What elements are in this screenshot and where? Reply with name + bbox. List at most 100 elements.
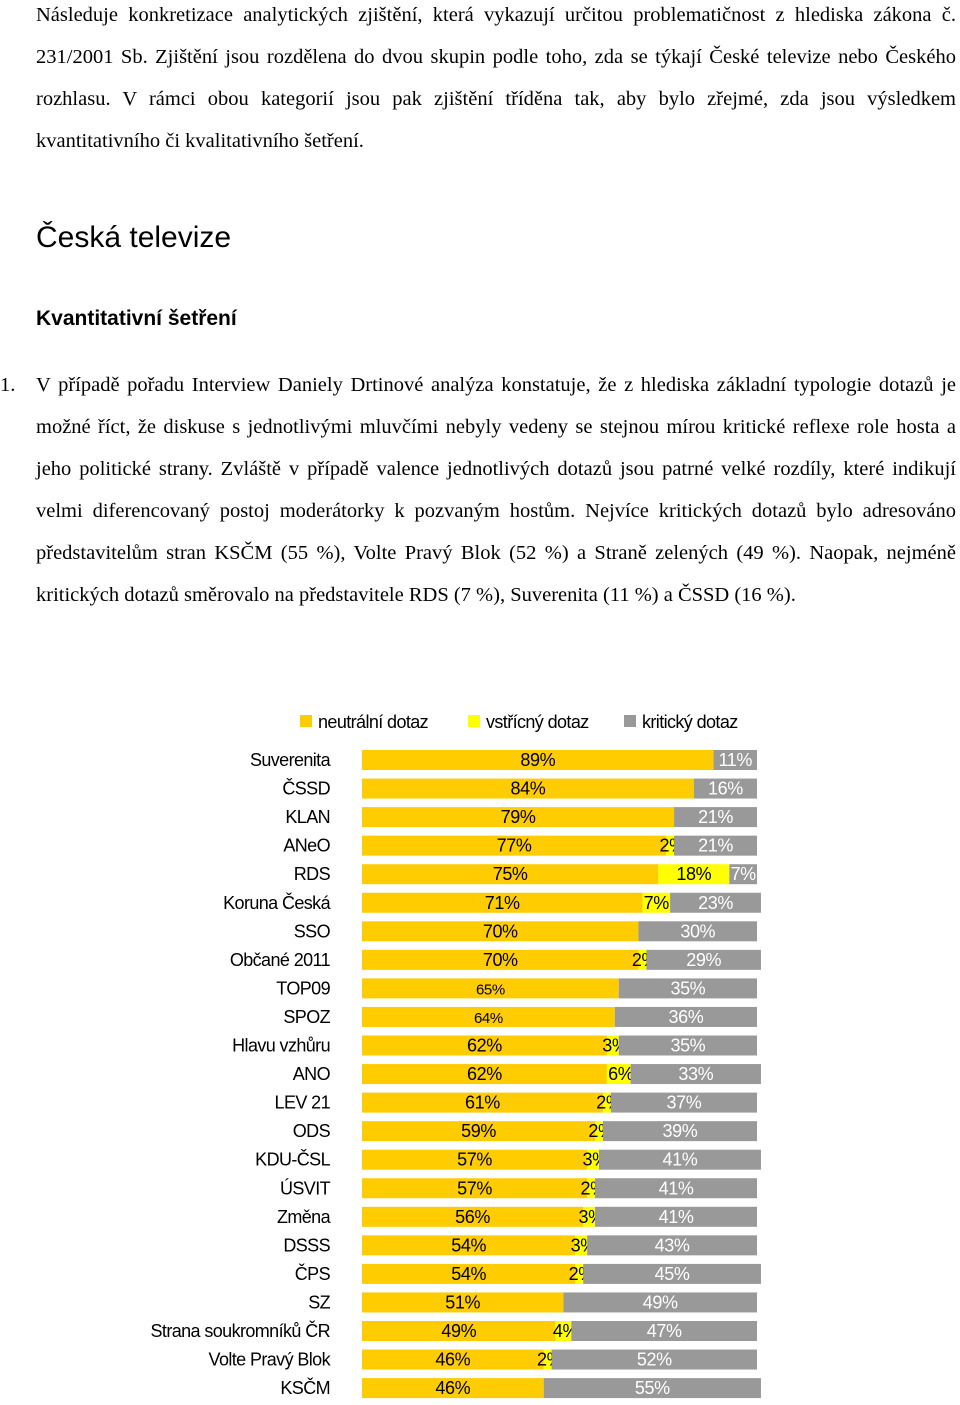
category-label: KDU-ČSL bbox=[255, 1149, 330, 1170]
category-label: DSSS bbox=[283, 1235, 330, 1255]
data-label: 6% bbox=[608, 1064, 634, 1084]
bar-segment bbox=[674, 835, 757, 856]
bar-segment bbox=[602, 1092, 611, 1113]
bar-segment bbox=[618, 978, 757, 999]
bar-segment bbox=[362, 1235, 576, 1256]
category-label: Strana soukromníků ČR bbox=[151, 1320, 331, 1341]
bar-segment bbox=[362, 1092, 603, 1113]
data-label: 47% bbox=[647, 1321, 682, 1341]
bar-segment bbox=[595, 1121, 603, 1142]
data-label: 57% bbox=[457, 1178, 492, 1198]
data-label: 70% bbox=[483, 950, 518, 970]
data-label: 35% bbox=[670, 1036, 705, 1056]
list-number: 1. bbox=[0, 374, 16, 396]
bar-segment bbox=[587, 1235, 757, 1256]
data-label: 45% bbox=[655, 1264, 690, 1284]
category-label: SSO bbox=[294, 921, 331, 941]
bar-segment bbox=[362, 807, 675, 828]
category-label: Suverenita bbox=[250, 750, 332, 770]
data-label: 11% bbox=[719, 750, 753, 770]
bar-segment bbox=[563, 1292, 757, 1313]
category-label: Koruna Česká bbox=[223, 892, 331, 913]
bar-segment bbox=[362, 1035, 607, 1056]
data-label: 43% bbox=[655, 1235, 690, 1255]
bar-segment bbox=[670, 892, 761, 913]
bar-segment bbox=[362, 1064, 607, 1085]
bar-segment bbox=[610, 1092, 757, 1113]
bar-segment bbox=[713, 750, 757, 770]
category-label: ČPS bbox=[295, 1263, 331, 1284]
bar-segment bbox=[602, 1121, 757, 1142]
data-label: 75% bbox=[493, 864, 528, 884]
data-label: 65% bbox=[476, 981, 505, 998]
bar-segment bbox=[583, 1263, 761, 1284]
intro-paragraph: Následuje konkretizace analytických zjiš… bbox=[36, 4, 956, 152]
bar-segment bbox=[571, 1321, 757, 1341]
data-label: 30% bbox=[680, 921, 715, 941]
bar-segment bbox=[362, 1149, 588, 1170]
bar-segment bbox=[362, 778, 694, 799]
bar-segment bbox=[638, 921, 757, 942]
legend-label-1: neutrální dotaz bbox=[318, 712, 429, 732]
bar-segment bbox=[666, 835, 675, 856]
legend-swatch-3 bbox=[624, 715, 636, 727]
bar-segment bbox=[606, 1064, 631, 1085]
data-label: 89% bbox=[520, 750, 555, 770]
bar-segment bbox=[587, 1178, 596, 1199]
data-label: 59% bbox=[461, 1121, 496, 1141]
heading-kvantitativni-setreni: Kvantitativní šetření bbox=[36, 307, 237, 330]
bar-segment bbox=[693, 778, 757, 799]
data-label: 29% bbox=[686, 950, 721, 970]
data-label: 46% bbox=[435, 1378, 470, 1398]
category-label: ANO bbox=[293, 1064, 331, 1084]
bar-segment bbox=[674, 807, 757, 828]
bar-segment bbox=[606, 1035, 619, 1056]
bar-segment bbox=[362, 978, 619, 999]
bar-segment bbox=[543, 1378, 761, 1399]
category-label: LEV 21 bbox=[275, 1093, 331, 1113]
data-label: 23% bbox=[698, 893, 733, 913]
bar-segment bbox=[595, 1206, 757, 1227]
category-label: Volte Pravý Blok bbox=[209, 1350, 332, 1370]
bar-segment bbox=[362, 1378, 544, 1399]
data-label: 55% bbox=[635, 1378, 670, 1398]
bar-segment bbox=[555, 1321, 572, 1341]
category-label: RDS bbox=[294, 864, 331, 884]
bar-segment bbox=[599, 1149, 761, 1170]
data-label: 52% bbox=[637, 1350, 672, 1370]
data-label: 54% bbox=[451, 1264, 486, 1284]
bar-segment bbox=[551, 1349, 757, 1370]
bar-segment bbox=[642, 892, 671, 913]
data-label: 71% bbox=[485, 893, 520, 913]
bar-segment bbox=[587, 1149, 599, 1170]
data-label: 84% bbox=[510, 779, 545, 799]
bar-segment bbox=[595, 1178, 757, 1199]
bar-segment bbox=[630, 1064, 761, 1085]
bar-segment bbox=[362, 864, 659, 885]
data-label: 7% bbox=[731, 864, 757, 884]
data-label: 70% bbox=[483, 921, 518, 941]
data-label: 41% bbox=[659, 1207, 694, 1227]
bar-segment bbox=[575, 1263, 584, 1284]
data-label: 41% bbox=[663, 1150, 698, 1170]
category-label: Hlavu vzhůru bbox=[232, 1036, 330, 1056]
data-label: 61% bbox=[465, 1093, 500, 1113]
data-label: 36% bbox=[668, 1007, 703, 1027]
data-label: 49% bbox=[643, 1292, 678, 1312]
category-label: KSČM bbox=[280, 1377, 330, 1398]
data-label: 51% bbox=[445, 1292, 480, 1312]
stacked-bar-chart: neutrální dotaz vstřícný dotaz kritický do… bbox=[151, 712, 761, 1399]
bar-segment bbox=[618, 1035, 757, 1056]
bar-segment bbox=[362, 1121, 596, 1142]
bar-segment bbox=[362, 1349, 544, 1370]
bar-segment bbox=[646, 949, 761, 970]
data-label: 77% bbox=[497, 836, 532, 856]
bar-segment bbox=[362, 1263, 576, 1284]
data-label: 64% bbox=[474, 1010, 503, 1027]
category-label: ÚSVIT bbox=[280, 1177, 331, 1198]
bar-segment bbox=[362, 921, 639, 942]
heading-ceska-televize: Česká televize bbox=[36, 221, 232, 254]
category-label: SPOZ bbox=[283, 1007, 330, 1027]
bar-segment bbox=[575, 1235, 588, 1256]
bar-segment bbox=[543, 1349, 552, 1370]
